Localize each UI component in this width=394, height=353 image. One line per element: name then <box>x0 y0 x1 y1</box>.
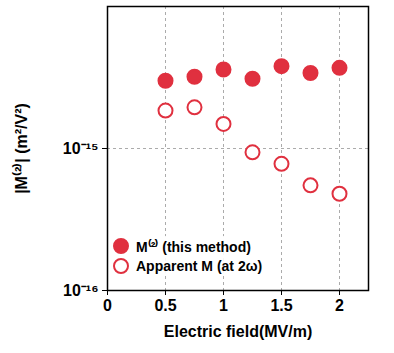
svg-text:2: 2 <box>335 297 344 314</box>
svg-text:0: 0 <box>103 297 112 314</box>
svg-text:0.5: 0.5 <box>154 297 176 314</box>
svg-text:1.5: 1.5 <box>270 297 292 314</box>
svg-text:Electric field(MV/m): Electric field(MV/m) <box>164 323 312 340</box>
html-text:M⁽²⁾ (this method): M⁽²⁾ (this method) <box>136 238 251 255</box>
svg-text:|M⁽²⁾| (m²/V²): |M⁽²⁾| (m²/V²) <box>12 103 30 194</box>
html-text:Apparent M (at 2ω): Apparent M (at 2ω) <box>136 258 263 274</box>
svg-text:1: 1 <box>219 297 228 314</box>
svg-text:10⁻¹⁶: 10⁻¹⁶ <box>63 282 99 299</box>
svg-text:10⁻¹⁵: 10⁻¹⁵ <box>63 140 99 157</box>
